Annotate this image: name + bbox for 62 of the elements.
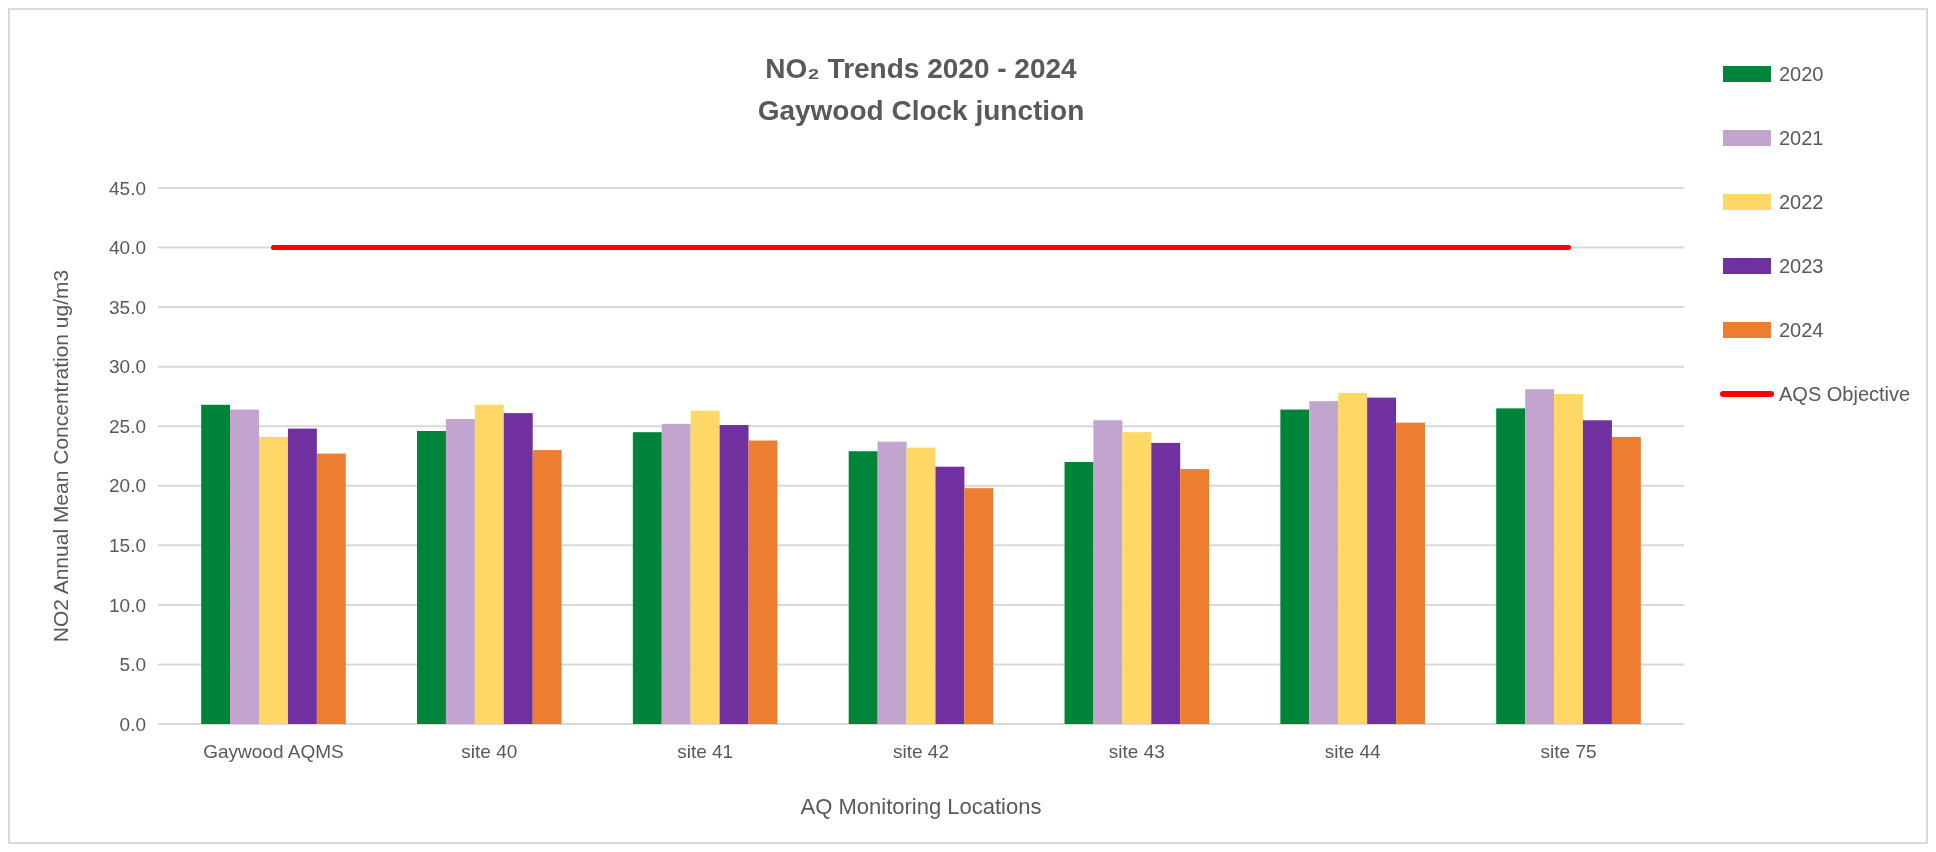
bar <box>287 428 317 724</box>
legend-label: 2024 <box>1779 319 1824 341</box>
bar <box>1064 461 1094 724</box>
bar <box>503 413 533 724</box>
bar <box>532 450 562 724</box>
x-tick-label: site 43 <box>1108 741 1165 762</box>
x-tick-label: Gaywood AQMS <box>203 741 344 762</box>
bar <box>445 419 475 724</box>
bar <box>1525 389 1555 724</box>
bar <box>632 432 662 724</box>
x-tick-label: site 40 <box>461 741 518 762</box>
bar <box>474 404 504 724</box>
bar <box>1554 394 1583 724</box>
x-tick-label: site 75 <box>1540 741 1597 762</box>
bar <box>1611 436 1641 724</box>
y-tick-label: 30.0 <box>109 356 146 378</box>
bar <box>1093 420 1123 724</box>
bar <box>1122 432 1152 724</box>
legend-label: 2023 <box>1779 255 1824 277</box>
bar <box>748 440 778 724</box>
y-axis-title: NO2 Annual Mean Concentration ug/m3 <box>49 269 72 643</box>
bar <box>1309 401 1339 724</box>
x-axis-title: AQ Monitoring Locations <box>800 794 1042 819</box>
bar <box>1151 442 1181 724</box>
bar <box>1338 392 1368 724</box>
bar <box>690 410 720 724</box>
bar <box>877 441 907 724</box>
legend-label: 2021 <box>1779 127 1824 149</box>
bar <box>1496 408 1526 724</box>
x-tick-label: site 42 <box>893 741 949 762</box>
bar <box>1582 420 1612 724</box>
y-tick-label: 0.0 <box>119 713 146 735</box>
bar <box>848 451 878 724</box>
y-tick-label: 10.0 <box>109 594 146 616</box>
bar <box>906 447 936 724</box>
x-tick-label: site 41 <box>677 741 734 762</box>
y-tick-label: 5.0 <box>119 654 146 676</box>
bar <box>661 423 691 724</box>
legend-label: AQS Objective <box>1779 383 1911 405</box>
bar <box>719 425 749 724</box>
bar <box>1367 397 1397 724</box>
y-tick-label: 35.0 <box>109 296 146 318</box>
x-tick-label: site 44 <box>1324 741 1382 762</box>
bar <box>1180 469 1210 724</box>
y-tick-label: 40.0 <box>109 237 146 259</box>
bar <box>417 430 446 724</box>
bar <box>259 436 288 724</box>
bar <box>964 488 994 724</box>
chart-subtitle: Gaywood Clock junction <box>757 95 1085 126</box>
bar <box>1280 409 1310 724</box>
legend-label: 2022 <box>1779 191 1824 213</box>
y-tick-label: 15.0 <box>109 534 146 556</box>
bar <box>230 409 260 724</box>
y-tick-label: 20.0 <box>109 475 146 497</box>
legend-label: 2020 <box>1779 63 1824 85</box>
bar <box>935 466 965 724</box>
y-tick-label: 45.0 <box>109 177 146 199</box>
bar <box>201 404 231 724</box>
bar <box>1396 422 1425 724</box>
bar <box>316 453 346 724</box>
y-tick-label: 25.0 <box>109 415 146 437</box>
chart-title: NO₂ Trends 2020 - 2024 <box>765 53 1078 84</box>
